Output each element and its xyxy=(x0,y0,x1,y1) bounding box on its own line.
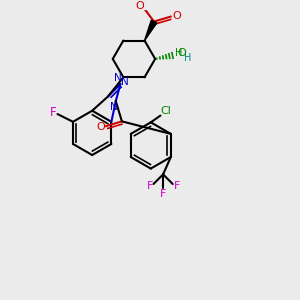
Text: H: H xyxy=(184,53,191,63)
Text: O: O xyxy=(135,1,144,10)
Text: Cl: Cl xyxy=(161,106,172,116)
Text: F: F xyxy=(160,189,166,199)
Text: N: N xyxy=(122,77,129,87)
Text: F: F xyxy=(173,181,180,191)
Text: H: H xyxy=(175,48,183,58)
Text: O: O xyxy=(96,122,105,132)
Text: O: O xyxy=(177,48,186,58)
Text: N: N xyxy=(110,102,118,112)
Text: F: F xyxy=(50,106,57,118)
Text: F: F xyxy=(146,181,153,191)
Polygon shape xyxy=(145,20,157,40)
Text: N: N xyxy=(114,73,122,83)
Text: O: O xyxy=(172,11,181,21)
